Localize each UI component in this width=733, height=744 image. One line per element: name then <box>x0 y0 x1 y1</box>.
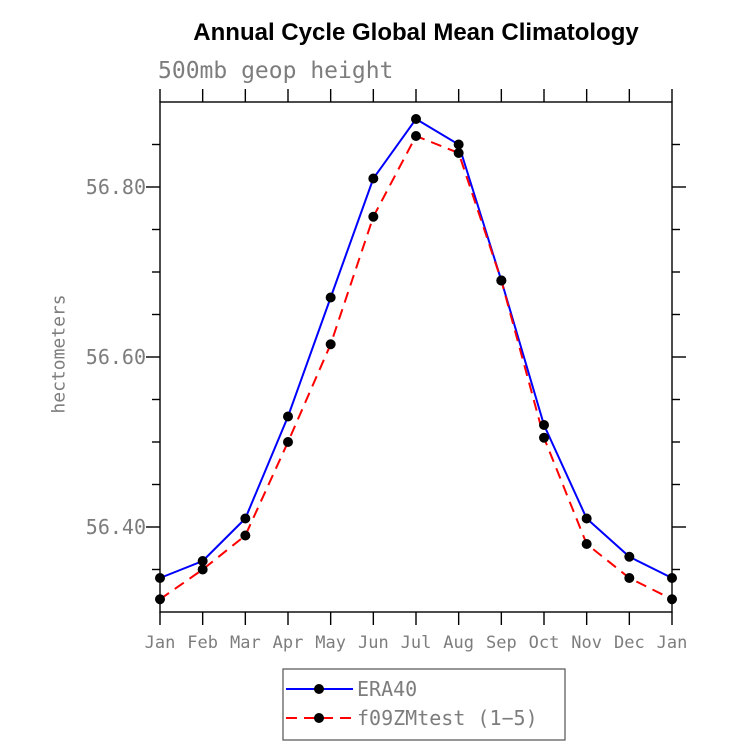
x-tick-label: Mar <box>230 633 261 653</box>
legend-box <box>282 668 566 741</box>
legend-item-f09zmtest: f09ZMtest (1−5) <box>286 706 538 730</box>
legend: ERA40 f09ZMtest (1−5) <box>282 668 566 741</box>
f09zmtest-data-marker <box>667 594 677 605</box>
era40-data-marker <box>411 114 421 124</box>
x-tick-label: Aug <box>443 633 474 653</box>
era40-data-marker <box>624 551 635 562</box>
f09zmtest-legend-label: f09ZMtest (1−5) <box>357 706 538 730</box>
f09zmtest-data-marker <box>283 437 293 447</box>
f09zmtest-data-marker <box>496 275 507 286</box>
era40-data-marker <box>325 292 336 303</box>
y-axis-label: hectometers <box>48 294 69 413</box>
chart-title: Annual Cycle Global Mean Climatology <box>193 19 639 46</box>
x-tick-label: Oct <box>529 633 560 653</box>
f09zmtest-data-marker <box>325 339 336 350</box>
x-tick-label: Nov <box>571 633 602 653</box>
y-tick-label: 56.60 <box>86 345 146 369</box>
era40-data-marker <box>197 556 208 566</box>
x-tick-label: Jan <box>145 633 176 653</box>
f09zmtest-data-marker <box>197 564 208 575</box>
era40-legend-label: ERA40 <box>357 677 417 701</box>
era40-data-marker <box>368 173 379 184</box>
x-tick-label: Dec <box>614 633 645 653</box>
f09zmtest-data-marker <box>539 432 549 443</box>
era40-data-marker <box>539 420 549 430</box>
chart-subtitle: 500mb geop height <box>158 58 393 84</box>
era40-data-marker <box>240 513 251 524</box>
f09zmtest-line <box>159 134 673 601</box>
era40-data-marker <box>667 573 677 583</box>
era40-line <box>159 117 673 579</box>
axes: Jan Feb Mar Apr May Jun Jul Aug Sep Oct Nov Dec Jan 5… <box>86 89 688 653</box>
f09zmtest-data-marker <box>411 131 421 141</box>
x-tick-label: Jun <box>358 633 389 653</box>
f09zmtest-data-marker <box>155 594 165 605</box>
x-tick-label: Jul <box>401 633 432 653</box>
legend-item-era40: ERA40 <box>286 677 417 701</box>
x-tick-label: Apr <box>273 633 304 653</box>
f09zmtest-legend-marker <box>314 713 324 723</box>
y-tick-label: 56.80 <box>86 175 146 199</box>
x-tick-label: Jan <box>657 633 688 653</box>
era40-data-marker <box>453 139 464 150</box>
x-tick-label: Feb <box>187 633 218 653</box>
y-tick-label: 56.40 <box>86 515 146 539</box>
f09zmtest-data-marker <box>624 573 635 583</box>
data-series <box>155 114 677 605</box>
x-tick-label: May <box>315 633 346 653</box>
era40-data-marker <box>283 411 293 422</box>
era40-legend-marker <box>314 684 324 694</box>
plot-box <box>159 101 673 613</box>
era40-data-marker <box>581 513 592 524</box>
x-tick-label: Sep <box>486 633 517 653</box>
f09zmtest-data-marker <box>368 211 379 222</box>
f09zmtest-data-marker <box>581 539 592 549</box>
f09zmtest-data-marker <box>240 530 251 541</box>
f09zmtest-data-marker <box>453 148 464 158</box>
era40-data-marker <box>155 573 165 583</box>
